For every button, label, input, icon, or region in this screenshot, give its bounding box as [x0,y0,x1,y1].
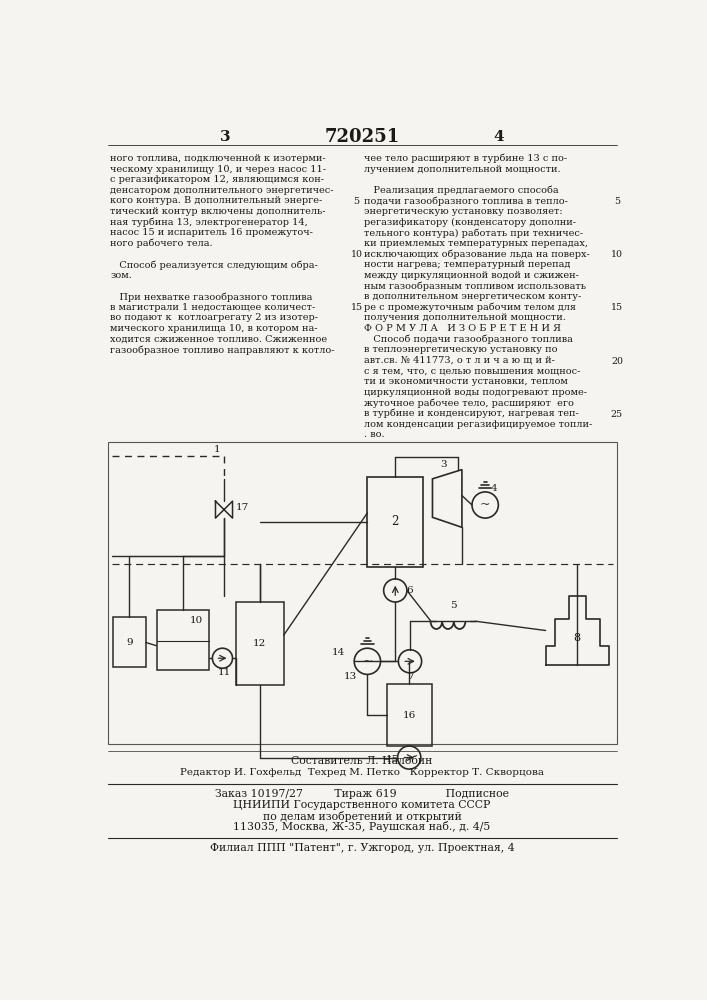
Text: ти и экономичности установки, теплом: ти и экономичности установки, теплом [364,377,568,386]
Text: 25: 25 [611,410,623,419]
Text: При нехватке газообразного топлива: При нехватке газообразного топлива [110,292,312,302]
Text: Способ подачи газообразного топлива: Способ подачи газообразного топлива [364,335,573,344]
Text: Реализация предлагаемого способа: Реализация предлагаемого способа [364,186,559,195]
Text: между циркуляционной водой и сжижен-: между циркуляционной водой и сжижен- [364,271,579,280]
Text: Филиал ППП "Патент", г. Ужгород, ул. Проектная, 4: Филиал ППП "Патент", г. Ужгород, ул. Про… [210,843,514,853]
Text: Заказ 10197/27         Тираж 619              Подписное: Заказ 10197/27 Тираж 619 Подписное [215,789,509,799]
Text: жуточное рабочее тело, расширяют  его: жуточное рабочее тело, расширяют его [364,398,574,408]
Text: Ф О Р М У Л А   И З О Б Р Е Т Е Н И Я: Ф О Р М У Л А И З О Б Р Е Т Е Н И Я [364,324,561,333]
Text: 5: 5 [354,197,360,206]
Text: с я тем, что, с целью повышения мощнос-: с я тем, что, с целью повышения мощнос- [364,366,580,375]
Text: 4: 4 [493,130,504,144]
Text: ности нагрева; температурный перепад: ности нагрева; температурный перепад [364,260,571,269]
Text: 13: 13 [344,672,357,681]
Text: мического хранилища 10, в котором на-: мического хранилища 10, в котором на- [110,324,317,333]
Text: 20: 20 [611,357,623,366]
Text: денсатором дополнительного энергетичес-: денсатором дополнительного энергетичес- [110,186,334,195]
Text: подачи газообразного топлива в тепло-: подачи газообразного топлива в тепло- [364,196,568,206]
Text: ным газообразным топливом использовать: ным газообразным топливом использовать [364,281,586,291]
Text: регазификатору (конденсатору дополни-: регазификатору (конденсатору дополни- [364,218,576,227]
Text: в магистрали 1 недостающее количест-: в магистрали 1 недостающее количест- [110,303,315,312]
Text: ре с промежуточным рабочим телом для: ре с промежуточным рабочим телом для [364,303,576,312]
Text: ки приемлемых температурных перепадах,: ки приемлемых температурных перепадах, [364,239,588,248]
Text: Способ реализуется следующим обра-: Способ реализуется следующим обра- [110,260,318,270]
Text: 17: 17 [235,503,249,512]
Bar [113,617,146,667]
Text: 15: 15 [351,303,363,312]
Text: 113035, Москва, Ж-35, Раушская наб., д. 4/5: 113035, Москва, Ж-35, Раушская наб., д. … [233,821,491,832]
Text: 5: 5 [614,197,620,206]
Bar [368,477,423,567]
Text: ходится сжиженное топливо. Сжиженное: ходится сжиженное топливо. Сжиженное [110,335,327,344]
Text: в теплоэнергетическую установку по: в теплоэнергетическую установку по [364,345,558,354]
Text: ~: ~ [362,655,373,668]
Text: ная турбина 13, электрогенератор 14,: ная турбина 13, электрогенератор 14, [110,218,308,227]
Text: 9: 9 [126,638,133,647]
Text: 5: 5 [450,601,457,610]
Bar [107,442,617,744]
Text: 7: 7 [407,672,414,681]
Text: 11: 11 [218,668,231,677]
Text: во подают к  котлоагрегату 2 из изотер-: во подают к котлоагрегату 2 из изотер- [110,313,318,322]
Text: зом.: зом. [110,271,132,280]
Text: 2: 2 [392,515,399,528]
Text: с регазификатором 12, являющимся кон-: с регазификатором 12, являющимся кон- [110,175,324,184]
Text: лучением дополнительной мощности.: лучением дополнительной мощности. [364,165,561,174]
Text: 10: 10 [189,616,203,625]
Text: энергетическую установку позволяет:: энергетическую установку позволяет: [364,207,563,216]
Bar [156,610,209,670]
Text: в дополнительном энергетическом конту-: в дополнительном энергетическом конту- [364,292,582,301]
Text: ческому хранилищу 10, и через насос 11-: ческому хранилищу 10, и через насос 11- [110,165,326,174]
Text: 16: 16 [402,711,416,720]
Text: тельного контура) работать при техничес-: тельного контура) работать при техничес- [364,228,583,238]
Text: 15: 15 [385,755,399,764]
Text: ЦНИИПИ Государственного комитета СССР: ЦНИИПИ Государственного комитета СССР [233,800,491,810]
Text: 4: 4 [491,484,498,493]
Text: 15: 15 [611,303,623,312]
Text: лом конденсации регазифицируемое топли-: лом конденсации регазифицируемое топли- [364,420,592,429]
Text: . во.: . во. [364,430,385,439]
Bar [387,684,432,746]
Text: кого контура. В дополнительный энерге-: кого контура. В дополнительный энерге- [110,196,322,205]
Text: циркуляционной воды подогревают проме-: циркуляционной воды подогревают проме- [364,388,588,397]
Bar [235,602,284,685]
Text: ~: ~ [480,498,491,512]
Text: чее тело расширяют в турбине 13 с по-: чее тело расширяют в турбине 13 с по- [364,154,568,163]
Text: 6: 6 [406,586,413,595]
Text: получения дополнительной мощности.: получения дополнительной мощности. [364,313,566,322]
Text: 12: 12 [253,639,267,648]
Text: 10: 10 [351,250,363,259]
Text: 10: 10 [611,250,623,259]
Text: насос 15 и испаритель 16 промежуточ-: насос 15 и испаритель 16 промежуточ- [110,228,313,237]
Text: 1: 1 [214,445,220,454]
Text: газообразное топливо направляют к котло-: газообразное топливо направляют к котло- [110,345,334,355]
Text: 3: 3 [221,130,231,144]
Text: 14: 14 [332,648,344,657]
Text: по делам изобретений и открытий: по делам изобретений и открытий [262,811,462,822]
Text: в турбине и конденсируют, нагревая теп-: в турбине и конденсируют, нагревая теп- [364,409,579,418]
Text: ного топлива, подключенной к изотерми-: ного топлива, подключенной к изотерми- [110,154,326,163]
Text: тический контур включены дополнитель-: тический контур включены дополнитель- [110,207,326,216]
Text: 720251: 720251 [325,128,399,146]
Text: ного рабочего тела.: ного рабочего тела. [110,239,213,248]
Text: 3: 3 [440,460,447,469]
Text: Редактор И. Гохфельд  Техред М. Петко   Корректор Т. Скворцова: Редактор И. Гохфельд Техред М. Петко Кор… [180,768,544,777]
Text: авт.св. № 411773, о т л и ч а ю щ и й-: авт.св. № 411773, о т л и ч а ю щ и й- [364,356,555,365]
Text: Составитель Л. Налобин: Составитель Л. Налобин [291,756,433,766]
Text: 8: 8 [573,633,580,643]
Text: исключающих образование льда на поверх-: исключающих образование льда на поверх- [364,250,590,259]
